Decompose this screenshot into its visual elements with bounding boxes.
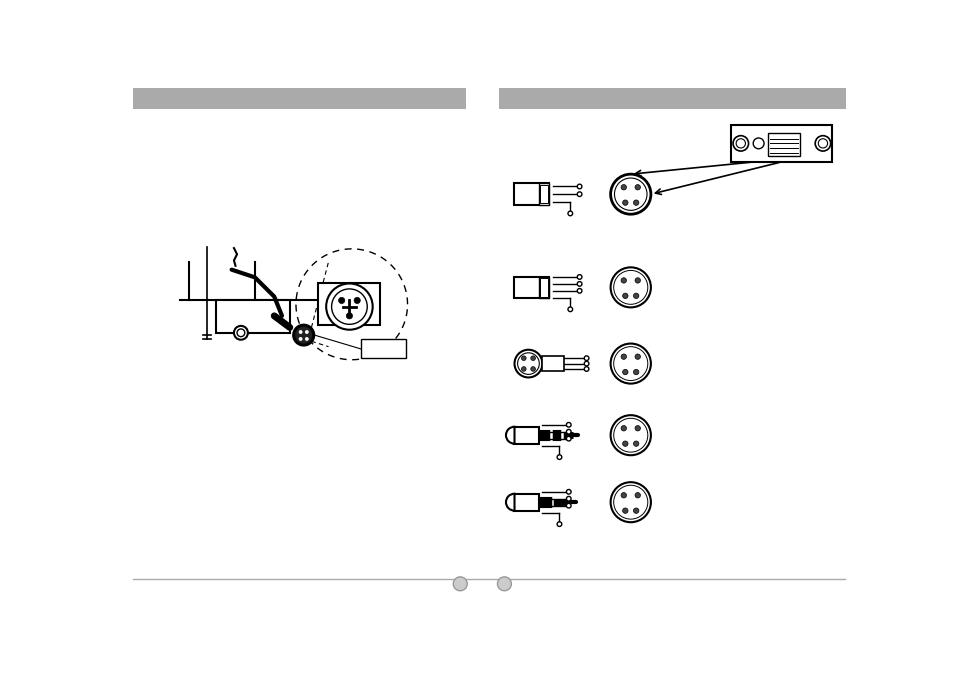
Circle shape (610, 174, 650, 214)
Circle shape (346, 313, 353, 319)
Circle shape (620, 354, 626, 359)
Circle shape (732, 136, 748, 151)
Bar (498, 88, 845, 109)
Circle shape (583, 367, 588, 371)
Circle shape (622, 293, 627, 298)
Circle shape (293, 324, 314, 346)
Circle shape (236, 329, 245, 337)
Bar (537, 277, 549, 298)
Circle shape (514, 350, 542, 377)
Circle shape (567, 211, 572, 216)
Circle shape (566, 429, 571, 434)
Circle shape (610, 344, 650, 383)
Circle shape (633, 369, 639, 375)
Circle shape (635, 184, 639, 190)
Bar (539, 278, 547, 296)
Wedge shape (505, 427, 514, 443)
Circle shape (633, 441, 639, 446)
Circle shape (521, 367, 525, 371)
Circle shape (530, 367, 535, 371)
Circle shape (818, 139, 827, 148)
Bar (318, 283, 380, 325)
Circle shape (622, 200, 627, 205)
Circle shape (583, 356, 588, 360)
Circle shape (622, 508, 627, 514)
Bar (539, 185, 547, 203)
Circle shape (233, 326, 248, 340)
Circle shape (613, 418, 647, 452)
Circle shape (338, 298, 344, 304)
Circle shape (613, 485, 647, 519)
Circle shape (497, 577, 511, 591)
Circle shape (566, 423, 571, 427)
Circle shape (620, 493, 626, 498)
Circle shape (567, 307, 572, 312)
Bar (514, 277, 549, 298)
Circle shape (633, 508, 639, 514)
Circle shape (354, 298, 360, 304)
Circle shape (577, 184, 581, 189)
Circle shape (298, 338, 302, 340)
Circle shape (521, 356, 525, 360)
Circle shape (613, 347, 647, 381)
Bar (514, 184, 549, 205)
Circle shape (577, 281, 581, 286)
Circle shape (622, 441, 627, 446)
Circle shape (517, 353, 538, 375)
Bar (360, 339, 406, 358)
Circle shape (635, 277, 639, 283)
Bar (514, 427, 538, 443)
Bar (537, 184, 549, 205)
Circle shape (577, 288, 581, 293)
Circle shape (635, 425, 639, 431)
Circle shape (633, 293, 639, 298)
Circle shape (635, 493, 639, 498)
Circle shape (566, 489, 571, 494)
Circle shape (736, 139, 744, 148)
Circle shape (610, 482, 650, 522)
Circle shape (622, 369, 627, 375)
Circle shape (566, 504, 571, 508)
Circle shape (753, 138, 763, 148)
Circle shape (332, 289, 367, 324)
Circle shape (566, 436, 571, 441)
Circle shape (815, 136, 830, 151)
Circle shape (453, 577, 467, 591)
Circle shape (566, 496, 571, 501)
Circle shape (610, 267, 650, 307)
Circle shape (294, 327, 312, 344)
Bar (542, 356, 563, 371)
Circle shape (557, 522, 561, 526)
Circle shape (583, 361, 588, 366)
Circle shape (635, 354, 639, 359)
Bar (216, 300, 290, 333)
Circle shape (620, 425, 626, 431)
Circle shape (610, 415, 650, 455)
Circle shape (614, 178, 646, 211)
Bar (133, 88, 466, 109)
Circle shape (326, 284, 373, 329)
Bar (767, 132, 800, 156)
Circle shape (530, 356, 535, 360)
Circle shape (577, 192, 581, 196)
Wedge shape (505, 493, 514, 511)
Circle shape (305, 331, 308, 333)
Circle shape (557, 455, 561, 460)
Circle shape (620, 277, 626, 283)
Circle shape (298, 331, 302, 333)
Circle shape (633, 200, 639, 205)
Circle shape (613, 271, 647, 304)
Circle shape (620, 184, 626, 190)
Bar (731, 125, 831, 162)
Circle shape (577, 275, 581, 279)
Bar (514, 493, 538, 511)
Circle shape (305, 338, 308, 340)
